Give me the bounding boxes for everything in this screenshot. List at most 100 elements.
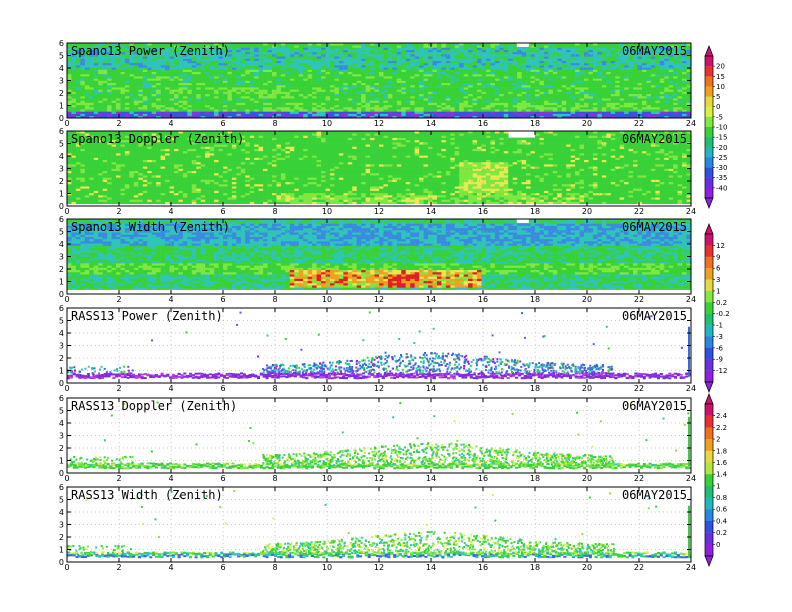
heatmap-cell bbox=[619, 65, 625, 68]
heatmap-cell bbox=[258, 95, 264, 99]
heatmap-cell bbox=[205, 102, 210, 106]
heatmap-cell bbox=[276, 106, 282, 110]
heatmap-cell bbox=[67, 166, 72, 169]
heatmap-cell bbox=[316, 67, 322, 70]
heatmap-cell bbox=[289, 87, 295, 90]
heatmap-cell bbox=[151, 49, 157, 53]
heatmap-cell bbox=[383, 43, 389, 46]
heatmap-cell bbox=[343, 56, 349, 59]
heatmap-cell bbox=[548, 93, 554, 97]
heatmap-cell bbox=[419, 80, 424, 84]
heatmap-cell bbox=[303, 106, 308, 110]
heatmap-cell bbox=[245, 47, 251, 50]
heatmap-cell bbox=[477, 60, 482, 64]
heatmap-cell bbox=[67, 95, 72, 99]
heatmap-cell bbox=[379, 65, 384, 68]
heatmap-cell bbox=[410, 78, 415, 81]
heatmap-cell bbox=[535, 95, 540, 99]
heatmap-cell bbox=[267, 62, 273, 66]
heatmap-cell bbox=[682, 111, 687, 114]
heatmap-cell bbox=[298, 67, 304, 70]
heatmap-cell bbox=[80, 150, 86, 154]
heatmap-cell bbox=[472, 60, 478, 64]
heatmap-cell bbox=[477, 56, 482, 59]
heatmap-cell bbox=[472, 102, 478, 106]
heatmap-cell bbox=[263, 60, 268, 64]
heatmap-cell bbox=[240, 56, 246, 59]
heatmap-cell bbox=[298, 49, 304, 53]
heatmap-cell bbox=[485, 78, 491, 81]
heatmap-cell bbox=[499, 82, 505, 86]
heatmap-cell bbox=[173, 95, 179, 99]
heatmap-cell bbox=[477, 78, 482, 81]
heatmap-cell bbox=[205, 82, 210, 86]
heatmap-cell bbox=[80, 168, 86, 172]
heatmap-cell bbox=[641, 93, 647, 97]
heatmap-cell bbox=[71, 109, 77, 112]
heatmap-cell bbox=[133, 84, 139, 88]
heatmap-cell bbox=[668, 84, 674, 88]
heatmap-cell bbox=[494, 67, 500, 70]
heatmap-cell bbox=[579, 65, 585, 68]
heatmap-cell bbox=[218, 102, 224, 106]
heatmap-cell bbox=[196, 106, 202, 110]
heatmap-cell bbox=[610, 65, 616, 68]
heatmap-cell bbox=[677, 95, 683, 99]
heatmap-cell bbox=[316, 82, 322, 86]
heatmap-cell bbox=[441, 60, 447, 64]
heatmap-cell bbox=[673, 95, 678, 99]
heatmap-cell bbox=[231, 45, 237, 48]
heatmap-cell bbox=[512, 51, 518, 55]
heatmap-cell bbox=[566, 113, 571, 117]
heatmap-cell bbox=[468, 73, 473, 77]
heatmap-cell bbox=[641, 62, 647, 66]
heatmap-cell bbox=[485, 43, 491, 46]
heatmap-cell bbox=[445, 100, 451, 103]
heatmap-cell bbox=[209, 113, 215, 117]
heatmap-cell bbox=[526, 47, 531, 50]
heatmap-cell bbox=[615, 89, 620, 92]
heatmap-cell bbox=[267, 78, 273, 81]
heatmap-cell bbox=[485, 80, 491, 84]
heatmap-cell bbox=[637, 65, 643, 68]
heatmap-cell bbox=[80, 194, 86, 198]
heatmap-cell bbox=[539, 106, 545, 110]
heatmap-cell bbox=[561, 87, 567, 90]
heatmap-cell bbox=[329, 100, 335, 103]
heatmap-cell bbox=[173, 54, 179, 57]
heatmap-cell bbox=[187, 87, 193, 90]
heatmap-cell bbox=[71, 201, 77, 205]
heatmap-cell bbox=[169, 49, 175, 53]
heatmap-cell bbox=[187, 69, 193, 72]
heatmap-cell bbox=[325, 56, 331, 59]
heatmap-cell bbox=[200, 106, 206, 110]
heatmap-cell bbox=[526, 109, 531, 112]
heatmap-cell bbox=[405, 91, 411, 95]
heatmap-cell bbox=[508, 102, 514, 106]
heatmap-cell bbox=[258, 80, 264, 84]
heatmap-cell bbox=[490, 58, 496, 61]
heatmap-cell bbox=[494, 102, 500, 106]
heatmap-cell bbox=[187, 73, 193, 77]
heatmap-cell bbox=[303, 80, 308, 84]
heatmap-cell bbox=[628, 113, 634, 117]
heatmap-cell bbox=[655, 102, 661, 106]
heatmap-cell bbox=[223, 91, 228, 95]
heatmap-cell bbox=[231, 100, 237, 103]
heatmap-cell bbox=[316, 102, 322, 106]
heatmap-cell bbox=[606, 104, 612, 108]
heatmap-cell bbox=[673, 82, 678, 86]
heatmap-cell bbox=[374, 58, 380, 61]
heatmap-cell bbox=[258, 106, 264, 110]
heatmap-cell bbox=[641, 89, 647, 92]
heatmap-cell bbox=[111, 69, 117, 72]
heatmap-cell bbox=[75, 69, 81, 72]
heatmap-cell bbox=[682, 54, 687, 57]
heatmap-cell bbox=[490, 111, 496, 114]
heatmap-cell bbox=[334, 51, 340, 55]
heatmap-cell bbox=[601, 80, 607, 84]
heatmap-cell bbox=[450, 98, 456, 101]
heatmap-cell bbox=[530, 78, 536, 81]
heatmap-cell bbox=[566, 60, 571, 64]
heatmap-cell bbox=[414, 43, 420, 46]
